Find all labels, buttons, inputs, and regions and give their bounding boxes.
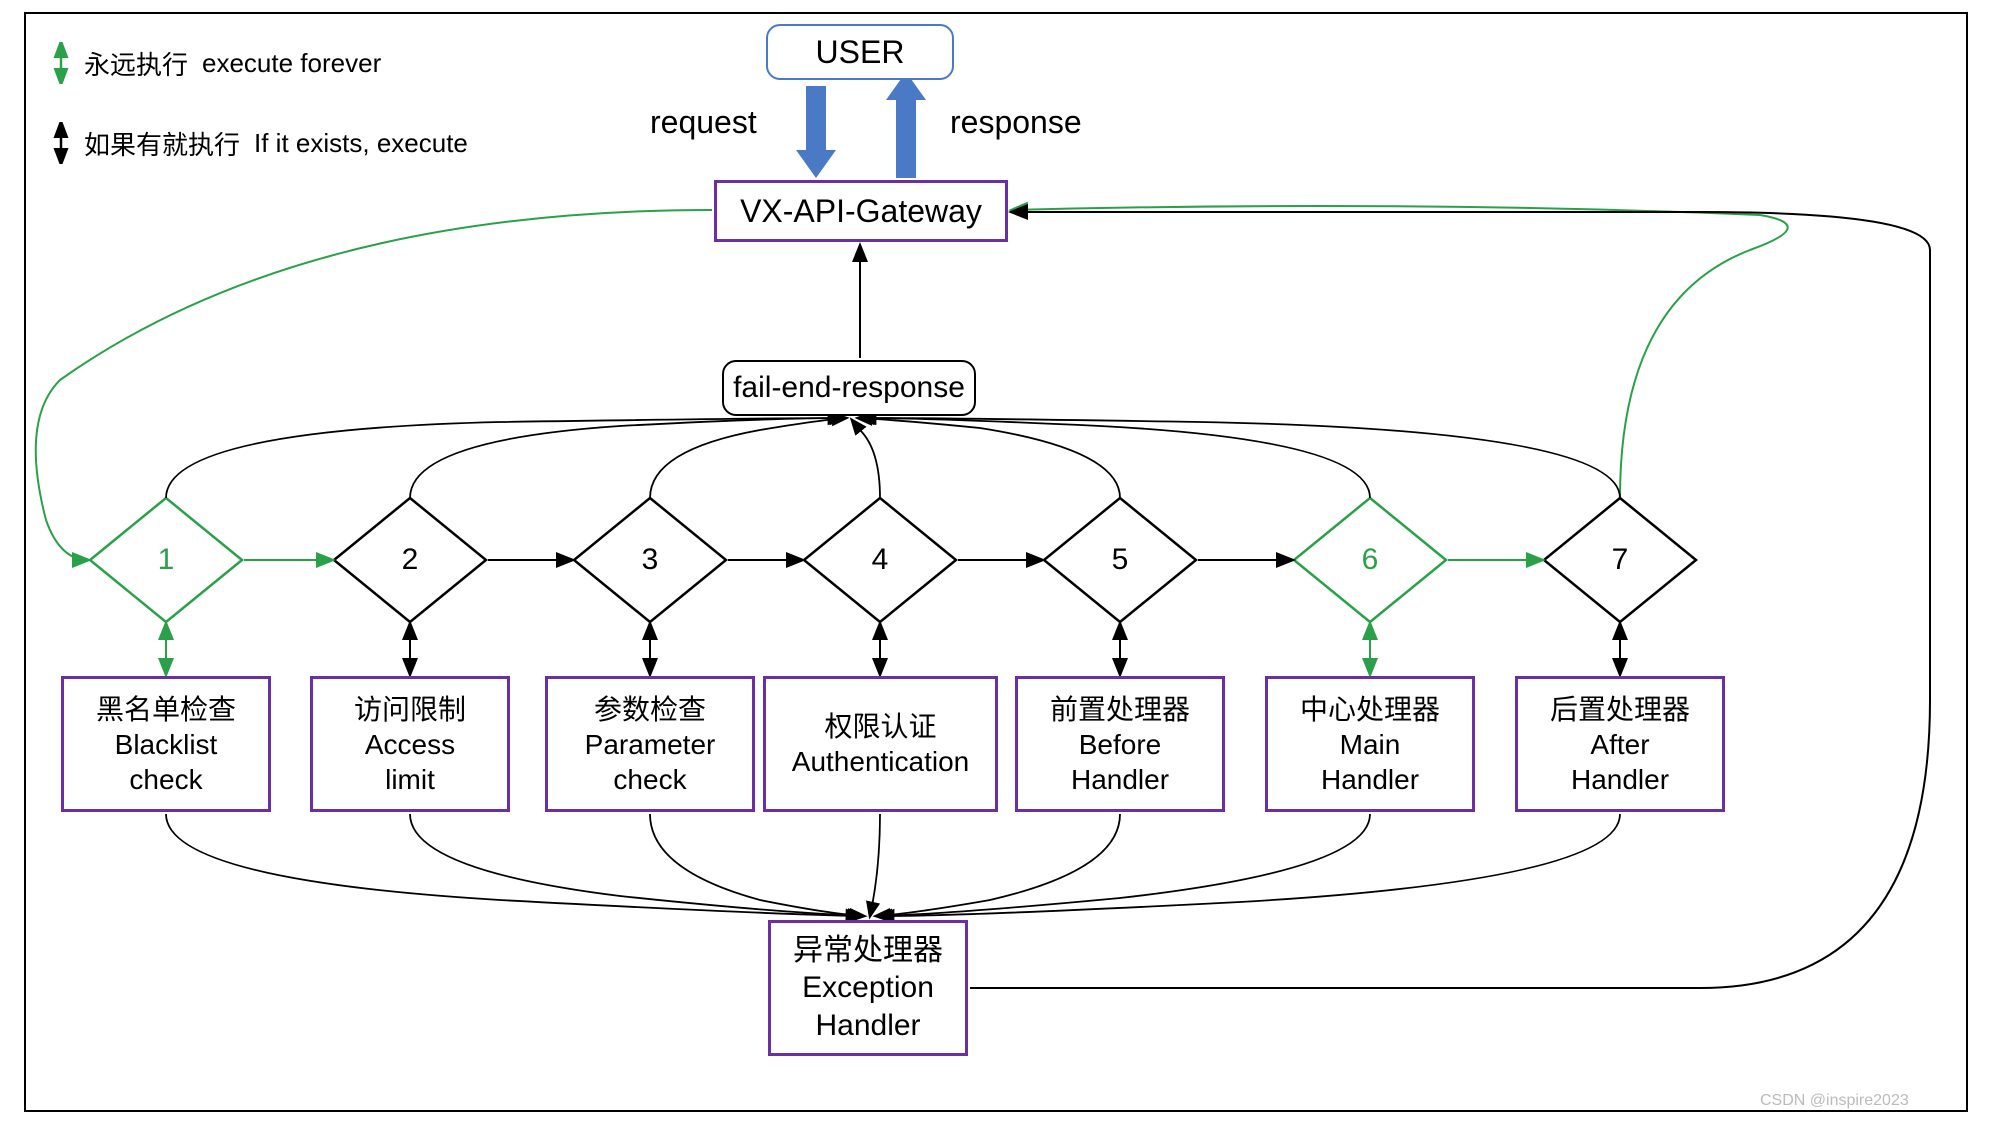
diamond-6-num: 6 bbox=[1362, 543, 1379, 577]
proc-3-cn: 参数检查 bbox=[594, 692, 706, 727]
proc-4-cn: 权限认证 bbox=[824, 709, 936, 744]
response-label: response bbox=[950, 104, 1082, 141]
fail-node: fail-end-response bbox=[722, 360, 976, 416]
proc-7-en2: Handler bbox=[1571, 762, 1669, 797]
proc-authentication: 权限认证 Authentication bbox=[763, 676, 998, 812]
proc-3-en2: check bbox=[613, 762, 686, 797]
proc-3-en1: Parameter bbox=[585, 727, 716, 762]
proc-1-en1: Blacklist bbox=[115, 727, 218, 762]
proc-blacklist: 黑名单检查 Blacklist check bbox=[61, 676, 271, 812]
legend-forever-en: execute forever bbox=[202, 48, 381, 79]
legend-ifexists-en: If it exists, execute bbox=[254, 128, 468, 159]
diamond-2-num: 2 bbox=[402, 543, 419, 577]
proc-5-en2: Handler bbox=[1071, 762, 1169, 797]
outer-frame bbox=[24, 12, 1968, 1112]
watermark-text: CSDN @inspire2023 bbox=[1760, 1092, 1909, 1110]
user-label: USER bbox=[816, 32, 905, 72]
proc-7-en1: After bbox=[1590, 727, 1649, 762]
diamond-7-num: 7 bbox=[1612, 543, 1629, 577]
legend-arrow-green-icon bbox=[52, 42, 70, 84]
exc-en2: Handler bbox=[815, 1007, 920, 1045]
gateway-node: VX-API-Gateway bbox=[714, 180, 1008, 242]
exception-handler-node: 异常处理器 Exception Handler bbox=[768, 920, 968, 1056]
proc-2-en1: Access bbox=[365, 727, 455, 762]
exc-cn: 异常处理器 bbox=[793, 932, 943, 970]
proc-after-handler: 后置处理器 After Handler bbox=[1515, 676, 1725, 812]
request-label: request bbox=[650, 104, 757, 141]
diamond-1-num: 1 bbox=[158, 543, 175, 577]
proc-7-cn: 后置处理器 bbox=[1550, 692, 1690, 727]
proc-parameter-check: 参数检查 Parameter check bbox=[545, 676, 755, 812]
legend-forever-cn: 永远执行 bbox=[84, 45, 188, 82]
proc-2-cn: 访问限制 bbox=[354, 692, 466, 727]
proc-6-en2: Handler bbox=[1321, 762, 1419, 797]
proc-access-limit: 访问限制 Access limit bbox=[310, 676, 510, 812]
proc-6-cn: 中心处理器 bbox=[1300, 692, 1440, 727]
proc-main-handler: 中心处理器 Main Handler bbox=[1265, 676, 1475, 812]
diamond-5-num: 5 bbox=[1112, 543, 1129, 577]
diamond-4-num: 4 bbox=[872, 543, 889, 577]
proc-1-en2: check bbox=[129, 762, 202, 797]
proc-before-handler: 前置处理器 Before Handler bbox=[1015, 676, 1225, 812]
proc-4-en1: Authentication bbox=[792, 744, 969, 779]
proc-6-en1: Main bbox=[1340, 727, 1401, 762]
proc-5-cn: 前置处理器 bbox=[1050, 692, 1190, 727]
legend-ifexists-cn: 如果有就执行 bbox=[84, 125, 240, 162]
proc-1-cn: 黑名单检查 bbox=[96, 692, 236, 727]
legend-arrow-black-icon bbox=[52, 122, 70, 164]
fail-label: fail-end-response bbox=[733, 369, 965, 407]
diagram-canvas: 永远执行 execute forever 如果有就执行 If it exists… bbox=[0, 0, 1991, 1126]
diamond-3-num: 3 bbox=[642, 543, 659, 577]
user-node: USER bbox=[766, 24, 954, 80]
legend-item-forever: 永远执行 execute forever bbox=[52, 42, 381, 84]
legend-item-ifexists: 如果有就执行 If it exists, execute bbox=[52, 122, 468, 164]
proc-2-en2: limit bbox=[385, 762, 435, 797]
proc-5-en1: Before bbox=[1079, 727, 1162, 762]
gateway-label: VX-API-Gateway bbox=[740, 191, 982, 231]
exc-en1: Exception bbox=[802, 969, 934, 1007]
